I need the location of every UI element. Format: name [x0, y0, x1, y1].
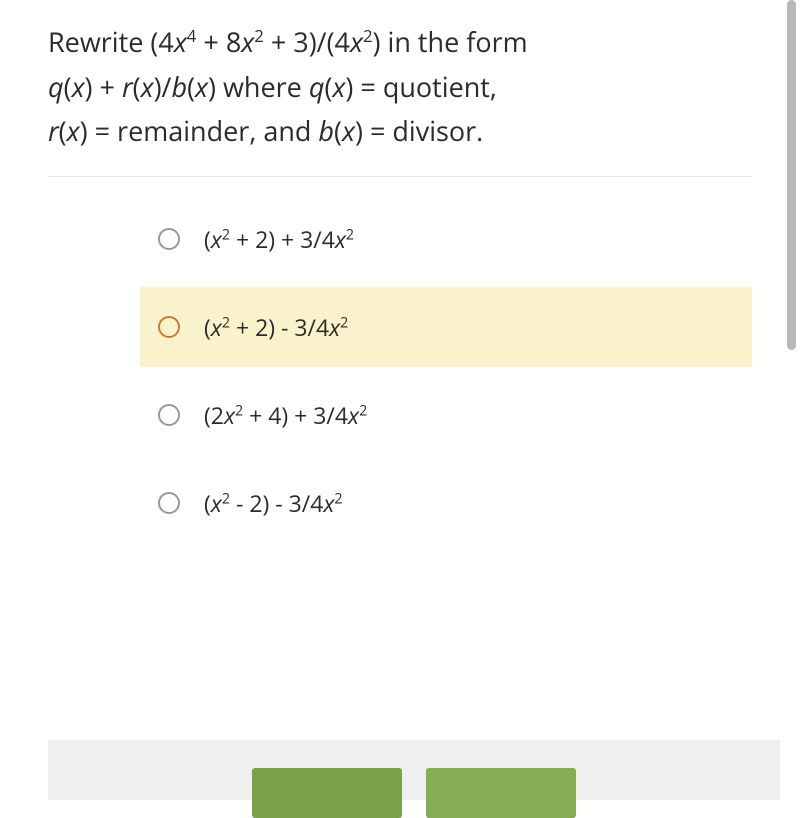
options-list: (x2 + 2) + 3/4x2 (x2 + 2) - 3/4x2 (2x2 +…	[48, 199, 752, 543]
opt-var: x	[211, 223, 222, 255]
opt-sup: 2	[235, 401, 243, 420]
q-text: (	[334, 112, 342, 149]
q-var: r	[48, 112, 59, 149]
option-text: (x2 + 2) - 3/4x2	[204, 311, 348, 343]
opt-text: (	[204, 311, 211, 343]
q-var: b	[318, 112, 334, 149]
option-text: (x2 - 2) - 3/4x2	[204, 487, 343, 519]
question-container: Rewrite (4x4 + 8x2 + 3)/(4x2) in the for…	[0, 0, 800, 543]
q-sup: 4	[187, 24, 197, 47]
opt-text: + 2) + 3/4	[230, 223, 335, 255]
option-2[interactable]: (x2 + 2) - 3/4x2	[140, 287, 752, 367]
opt-sup: 2	[340, 313, 348, 332]
option-text: (x2 + 2) + 3/4x2	[204, 223, 354, 255]
opt-sup: 2	[334, 489, 342, 508]
q-var: q	[48, 68, 64, 105]
q-var: x	[174, 23, 187, 60]
q-var: q	[309, 68, 325, 105]
opt-var: x	[323, 487, 334, 519]
q-var: x	[141, 68, 154, 105]
q-text: (	[64, 68, 72, 105]
q-text: ) = quotient,	[345, 68, 497, 105]
q-var: b	[171, 68, 187, 105]
radio-icon	[158, 228, 180, 250]
opt-text: (	[204, 223, 211, 255]
option-3[interactable]: (2x2 + 4) + 3/4x2	[140, 375, 752, 455]
action-button-2[interactable]	[426, 768, 576, 818]
opt-sup: 2	[222, 489, 230, 508]
q-var: x	[350, 23, 363, 60]
opt-sup: 2	[222, 225, 230, 244]
radio-icon	[158, 492, 180, 514]
q-text: Rewrite (4	[48, 23, 174, 60]
q-text: )/	[154, 68, 172, 105]
q-sup: 2	[254, 24, 264, 47]
q-text: (	[187, 68, 195, 105]
q-sup: 2	[363, 24, 373, 47]
option-text: (2x2 + 4) + 3/4x2	[204, 399, 367, 431]
opt-sup: 2	[359, 401, 367, 420]
opt-text: - 2) - 3/4	[230, 487, 323, 519]
option-1[interactable]: (x2 + 2) + 3/4x2	[140, 199, 752, 279]
opt-var: x	[348, 399, 359, 431]
q-var: x	[241, 23, 254, 60]
q-text: + 8	[196, 23, 241, 60]
q-var: r	[122, 68, 133, 105]
opt-var: x	[224, 399, 235, 431]
q-text: ) where	[208, 68, 309, 105]
opt-text: + 4) + 3/4	[243, 399, 348, 431]
opt-text: + 2) - 3/4	[230, 311, 329, 343]
opt-text: (	[204, 487, 211, 519]
q-text: ) = remainder, and	[80, 112, 319, 149]
opt-sup: 2	[222, 313, 230, 332]
q-var: x	[67, 112, 80, 149]
q-var: x	[332, 68, 345, 105]
q-text: ) in the form	[373, 23, 528, 60]
q-text: (	[133, 68, 141, 105]
radio-icon	[158, 404, 180, 426]
opt-var: x	[329, 311, 340, 343]
q-var: x	[72, 68, 85, 105]
option-4[interactable]: (x2 - 2) - 3/4x2	[140, 463, 752, 543]
q-text: ) = divisor.	[355, 112, 483, 149]
opt-var: x	[335, 223, 346, 255]
scrollbar-thumb[interactable]	[787, 0, 796, 350]
q-text: + 3)/(4	[264, 23, 350, 60]
radio-icon	[158, 316, 180, 338]
opt-sup: 2	[346, 225, 354, 244]
opt-var: x	[211, 487, 222, 519]
q-text: ) +	[85, 68, 122, 105]
opt-var: x	[211, 311, 222, 343]
q-var: x	[342, 112, 355, 149]
action-button-1[interactable]	[252, 768, 402, 818]
q-text: (	[59, 112, 67, 149]
q-var: x	[195, 68, 208, 105]
question-text: Rewrite (4x4 + 8x2 + 3)/(4x2) in the for…	[48, 20, 752, 177]
bottom-bar	[48, 740, 780, 800]
opt-text: (2	[204, 399, 224, 431]
